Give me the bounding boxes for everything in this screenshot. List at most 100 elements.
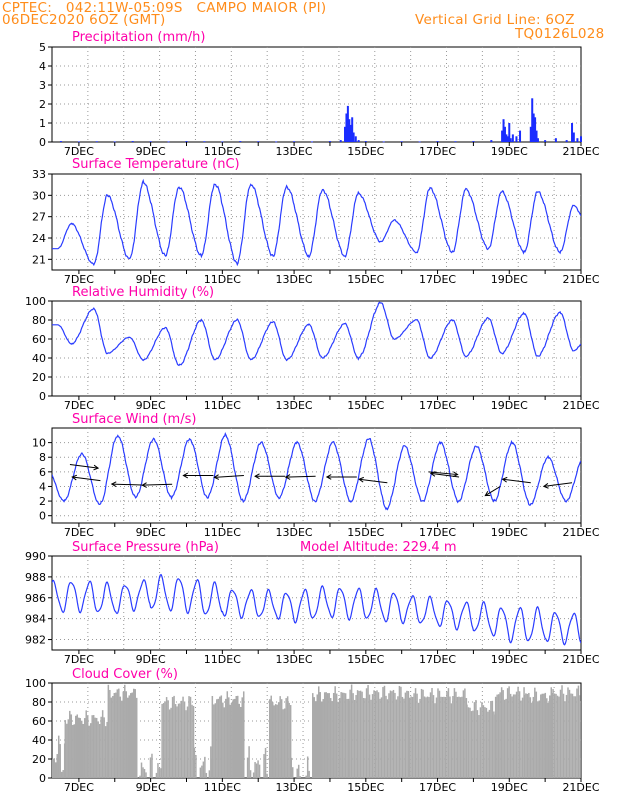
- cloud-bar: [242, 691, 245, 778]
- cloud-bar: [340, 692, 342, 778]
- cloud-bar: [499, 692, 501, 778]
- cloud-bar: [443, 696, 445, 778]
- cloud-bar: [506, 688, 509, 778]
- cloud-bar: [297, 764, 300, 778]
- x-tick-label: 21DEC: [562, 273, 599, 286]
- x-tick-label: 11DEC: [204, 273, 241, 286]
- cloud-bar: [157, 763, 159, 778]
- precip-bar: [344, 126, 347, 142]
- cloud-bar: [91, 715, 93, 778]
- y-tick-label: 982: [25, 634, 46, 647]
- cloud-bar: [531, 702, 533, 778]
- precip-bar: [275, 141, 278, 143]
- precip-bar: [203, 141, 206, 143]
- cloud-bar: [453, 688, 456, 778]
- y-tick-label: 80: [32, 314, 46, 327]
- cloud-bar: [134, 689, 136, 778]
- y-tick-label: 990: [25, 550, 46, 563]
- cloud-bar: [264, 747, 267, 778]
- precip-bar: [364, 141, 367, 142]
- wind-arrow: [543, 482, 573, 487]
- cloud-bar: [564, 701, 566, 778]
- header-station: CPTEC: 042:11W-05:09S CAMPO MAIOR (PI): [2, 0, 327, 16]
- y-tick-label: 30: [32, 189, 46, 202]
- cloud-bar: [407, 691, 410, 778]
- cloud-bar: [379, 698, 381, 778]
- y-tick-label: 3: [39, 79, 46, 92]
- wind-arrow: [111, 483, 142, 486]
- cloud-bar: [66, 723, 68, 778]
- series-line: [52, 301, 581, 367]
- cloud-bar: [165, 697, 168, 778]
- cloud-bar: [455, 691, 457, 778]
- cloud-bar: [508, 686, 510, 778]
- cloud-bar: [72, 724, 74, 778]
- cloud-bar: [176, 706, 178, 778]
- x-tick-label: 7DEC: [64, 273, 94, 286]
- panel-5: [48, 682, 582, 782]
- cloud-bar: [438, 690, 441, 778]
- precip-bar: [239, 141, 242, 142]
- cloud-bar: [112, 696, 114, 778]
- cloud-bar: [432, 695, 435, 778]
- wind-arrow-head: [284, 474, 291, 480]
- cloud-bar: [400, 686, 402, 778]
- cloud-bar: [547, 702, 550, 778]
- cloud-bar: [124, 684, 126, 778]
- x-tick-label: 11DEC: [204, 145, 241, 158]
- cloud-bar: [458, 696, 460, 778]
- x-tick-label: 15DEC: [347, 145, 384, 158]
- cloud-bar: [388, 693, 390, 778]
- cloud-bar: [323, 692, 326, 778]
- cloud-bar: [434, 703, 436, 778]
- cloud-bar: [349, 689, 351, 778]
- cloud-bar: [67, 719, 70, 778]
- panel-title: Surface Pressure (hPa): [72, 540, 219, 555]
- cloud-bar: [241, 697, 243, 778]
- cloud-bar: [470, 711, 473, 778]
- cloud-bar: [401, 696, 404, 778]
- cloud-bar: [115, 692, 117, 778]
- cloud-bar: [258, 764, 261, 778]
- precip-bar: [149, 141, 152, 143]
- panel-3: [48, 427, 582, 527]
- cloud-bar: [155, 772, 158, 778]
- precip-bar: [501, 130, 504, 142]
- panel-subtitle: Model Altitude: 229.4 m: [300, 540, 457, 555]
- cloud-bar: [199, 767, 202, 778]
- cloud-bar: [559, 689, 562, 778]
- cloud-bar: [186, 706, 189, 778]
- cloud-bar: [263, 754, 265, 778]
- y-tick-label: 80: [32, 696, 46, 709]
- cloud-bar: [239, 706, 242, 778]
- y-tick-label: 60: [32, 715, 46, 728]
- cloud-bar: [394, 692, 396, 778]
- cloud-bar: [540, 694, 542, 778]
- cloud-bar: [386, 699, 389, 778]
- cloud-bar: [231, 702, 233, 778]
- cloud-bar: [101, 710, 104, 778]
- cloud-bar: [78, 717, 80, 778]
- cloud-bar: [493, 711, 495, 778]
- cloud-bar: [482, 705, 485, 778]
- panel-title: Cloud Cover (%): [72, 667, 178, 682]
- x-tick-label: 17DEC: [419, 145, 456, 158]
- precip-bar: [59, 141, 62, 142]
- cloud-bar: [266, 773, 268, 778]
- cloud-bar: [195, 755, 197, 778]
- cloud-bar: [170, 707, 172, 778]
- cloud-bar: [202, 761, 205, 778]
- cloud-bar: [431, 688, 433, 778]
- cloud-bar: [373, 690, 375, 778]
- wind-arrow-head: [93, 464, 100, 471]
- cloud-bar: [472, 710, 474, 778]
- cloud-bar: [464, 688, 466, 778]
- cloud-bar: [79, 718, 81, 778]
- series-line: [52, 431, 581, 511]
- wind-arrow-head: [141, 482, 147, 488]
- precip-bar: [95, 141, 98, 143]
- panel-title: Surface Temperature (nC): [72, 157, 240, 172]
- precip-bar: [571, 123, 574, 142]
